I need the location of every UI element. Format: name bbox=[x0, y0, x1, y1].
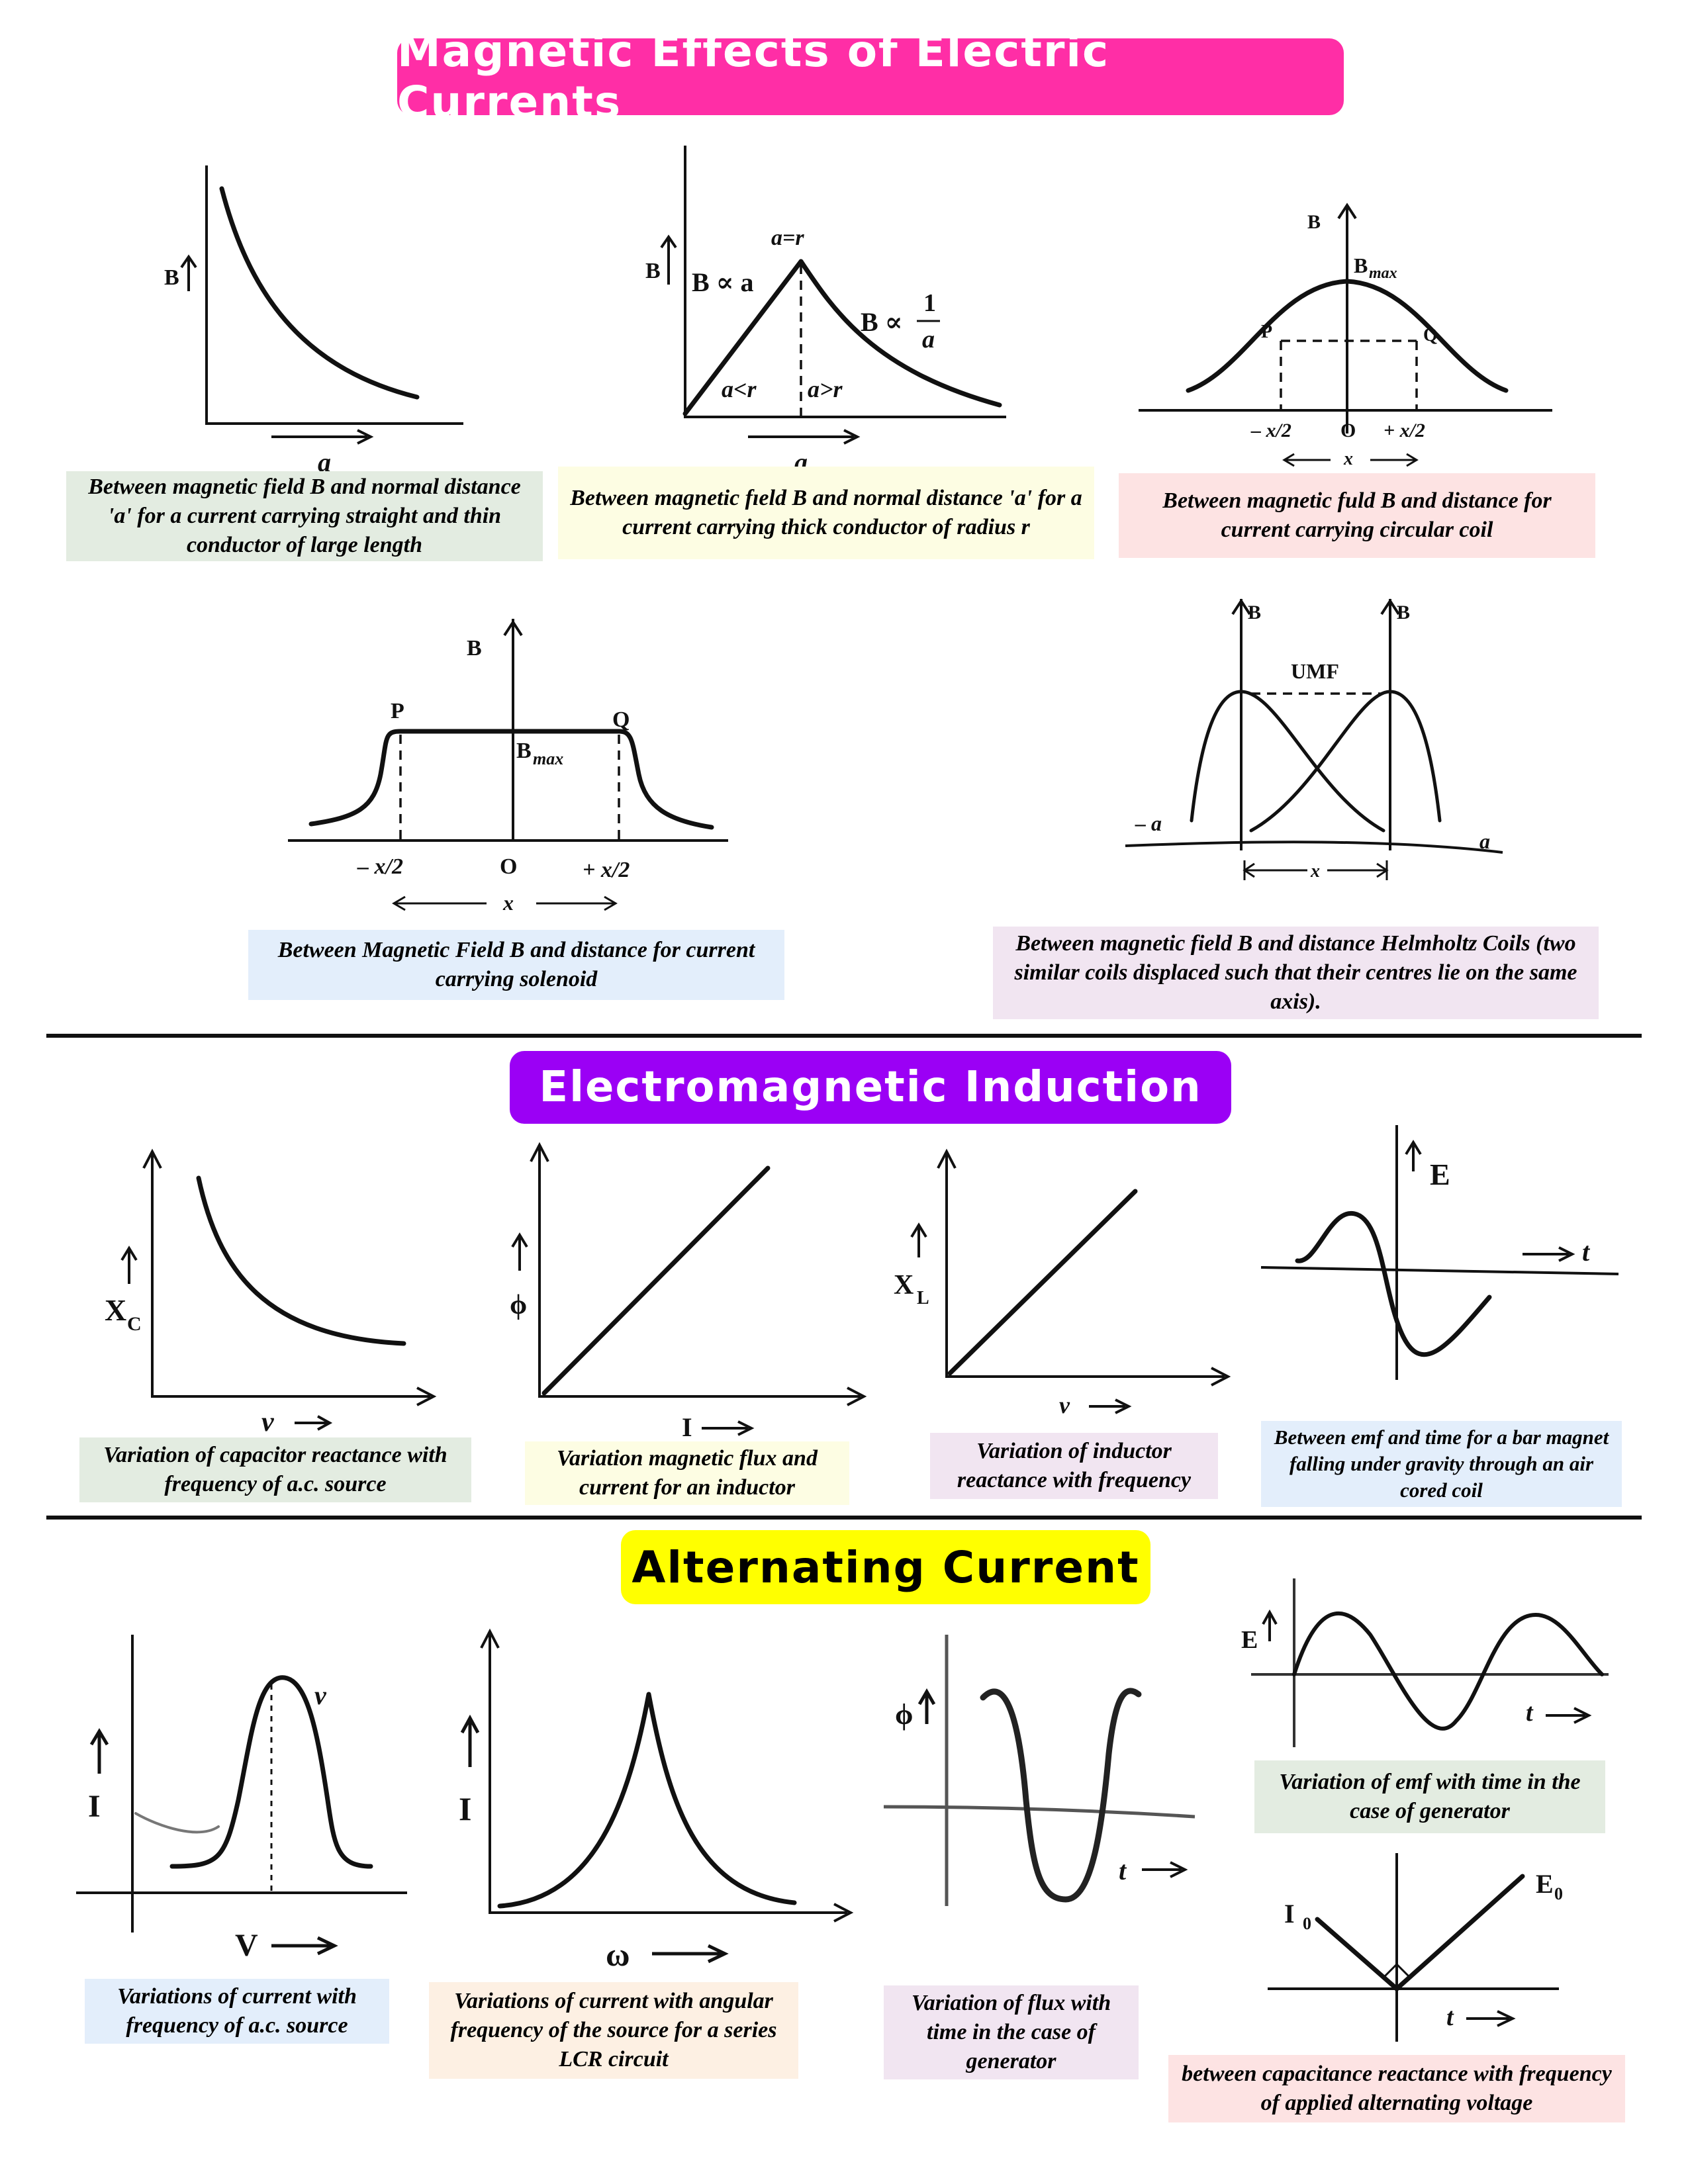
graph-label: ϕ bbox=[510, 1290, 527, 1320]
graph-label: + x/2 bbox=[583, 858, 630, 882]
graph-label: ν bbox=[261, 1407, 275, 1437]
graph-label: Q bbox=[612, 707, 630, 732]
graph-label: L bbox=[917, 1288, 929, 1308]
graph-label: B bbox=[1248, 602, 1261, 623]
section-title-ac: Alternating Current bbox=[621, 1530, 1150, 1604]
graph-label: t bbox=[1526, 1699, 1534, 1727]
graph-label: Q bbox=[1423, 325, 1438, 345]
caption-emf-time: Variation of emf with time in the case o… bbox=[1254, 1760, 1605, 1833]
caption-capacitance-reactance-voltage: between capacitance reactance with frequ… bbox=[1168, 2055, 1625, 2122]
graph-label: a bbox=[922, 326, 935, 353]
caption-solenoid: Between Magnetic Field B and distance fo… bbox=[248, 930, 784, 1000]
graph-label: I bbox=[459, 1790, 471, 1827]
caption-thick-conductor: Between magnetic fıeld B and normal dist… bbox=[558, 467, 1094, 559]
graph-label: a<r bbox=[722, 376, 757, 402]
graph-label: I bbox=[88, 1789, 101, 1824]
graph-label: P bbox=[1261, 322, 1272, 342]
graph-label: B ∝ a bbox=[692, 267, 754, 297]
caption-inductor-reactance: Variation of inductor reactance with fre… bbox=[930, 1433, 1218, 1499]
graph-label: O bbox=[1340, 420, 1356, 441]
graph-label: E bbox=[1430, 1158, 1450, 1191]
graph-label: t bbox=[1119, 1856, 1127, 1886]
graph-label: B bbox=[1307, 211, 1321, 233]
graph-label: UMF bbox=[1291, 659, 1339, 683]
caption-current-angular-frequency: Variations of current with angular frequ… bbox=[429, 1982, 798, 2079]
graph-label: O bbox=[500, 854, 517, 879]
graph-label: – x/2 bbox=[1250, 420, 1291, 441]
graph-label: 1 bbox=[923, 289, 936, 317]
graph-label: – a bbox=[1135, 811, 1162, 835]
y-axis-label: B bbox=[164, 265, 179, 290]
caption-helmholtz: Between magnetic field B and distance He… bbox=[993, 927, 1599, 1019]
graph-label: ϕ bbox=[895, 1698, 913, 1731]
graph-label: + x/2 bbox=[1383, 420, 1425, 441]
graph-label: B bbox=[516, 739, 532, 763]
graph-solenoid: B P Q B max – x/2 O + x/2 x bbox=[288, 619, 728, 915]
section-title-induction: Electromagnetic Induction bbox=[510, 1051, 1231, 1124]
graph-label: B ∝ bbox=[861, 307, 903, 337]
graph-label: – x/2 bbox=[357, 854, 403, 879]
graph-flux-current: ϕ I bbox=[510, 1142, 867, 1442]
section-divider-1 bbox=[46, 1034, 1642, 1038]
graph-capacitance-reactance-voltage: I 0 E 0 t bbox=[1268, 1853, 1563, 2042]
graph-emf-bar-magnet: E t bbox=[1260, 1125, 1619, 1380]
graph-label: 0 bbox=[1303, 1914, 1311, 1933]
graph-label: max bbox=[1369, 265, 1397, 282]
graph-capacitor-reactance: X C ν bbox=[105, 1148, 437, 1437]
graph-label: x bbox=[1343, 449, 1353, 469]
graph-emf-time: E t bbox=[1241, 1578, 1609, 1747]
x-axis-label: a bbox=[318, 447, 331, 477]
graph-label: E bbox=[1536, 1869, 1554, 1899]
graph-label: x bbox=[502, 891, 514, 915]
graph-label: I bbox=[682, 1412, 692, 1442]
graph-label: ν bbox=[1059, 1392, 1070, 1418]
caption-straight-conductor: Between magnetic field B and normal dist… bbox=[66, 471, 543, 561]
graph-label: B bbox=[467, 636, 482, 660]
graph-label: max bbox=[533, 749, 563, 768]
graph-label: t bbox=[1446, 2003, 1454, 2031]
graph-label: C bbox=[127, 1313, 142, 1335]
graph-label: a>r bbox=[808, 376, 843, 402]
graph-label: x bbox=[1310, 861, 1320, 882]
inverse-curve bbox=[219, 186, 420, 400]
graph-label: t bbox=[1582, 1237, 1591, 1267]
graph-thick-conductor: B a=r B ∝ a B ∝ 1 a a<r a>r a bbox=[645, 146, 1006, 477]
graph-label: 0 bbox=[1554, 1884, 1563, 1903]
graph-label: ν bbox=[314, 1680, 327, 1710]
graph-label: B bbox=[645, 259, 661, 283]
caption-capacitor-reactance: Variation of capacitor reactance with fr… bbox=[79, 1437, 471, 1502]
graph-circular-coil: B B max P Q – x/2 O + x/2 x bbox=[1139, 203, 1552, 469]
graph-helmholtz: B B UMF – a a x bbox=[1125, 598, 1503, 882]
graph-inductor-reactance: X L ν bbox=[894, 1148, 1231, 1418]
graph-label: V bbox=[235, 1928, 258, 1963]
caption-emf-bar-magnet: Between emf and time for a bar magnet fa… bbox=[1261, 1421, 1622, 1507]
graph-label: P bbox=[391, 699, 404, 723]
graph-flux-time: ϕ t bbox=[883, 1635, 1196, 1906]
graph-straight-conductor: B a bbox=[164, 165, 463, 477]
graph-current-angular-frequency: I ω bbox=[459, 1628, 854, 1973]
graph-label: X bbox=[105, 1293, 126, 1327]
graph-label: B bbox=[1354, 253, 1368, 277]
caption-current-frequency: Variations of current with frequency of … bbox=[85, 1979, 389, 2044]
graph-label: I bbox=[1284, 1899, 1295, 1929]
graph-label: a bbox=[1479, 829, 1490, 853]
caption-flux-time: Variation of flux with time in the case … bbox=[884, 1985, 1139, 2079]
graph-label: X bbox=[894, 1270, 914, 1300]
graph-label: ω bbox=[606, 1936, 630, 1973]
graph-label: E bbox=[1241, 1626, 1258, 1654]
graph-label: a=r bbox=[771, 226, 804, 250]
caption-circular-coil: Between magnetic fuld B and distance for… bbox=[1119, 473, 1595, 558]
section-divider-2 bbox=[46, 1516, 1642, 1520]
caption-flux-current: Variation magnetic flux and current for … bbox=[525, 1441, 849, 1505]
graph-current-frequency: ν I V bbox=[76, 1635, 407, 1963]
graph-label: B bbox=[1397, 602, 1410, 623]
